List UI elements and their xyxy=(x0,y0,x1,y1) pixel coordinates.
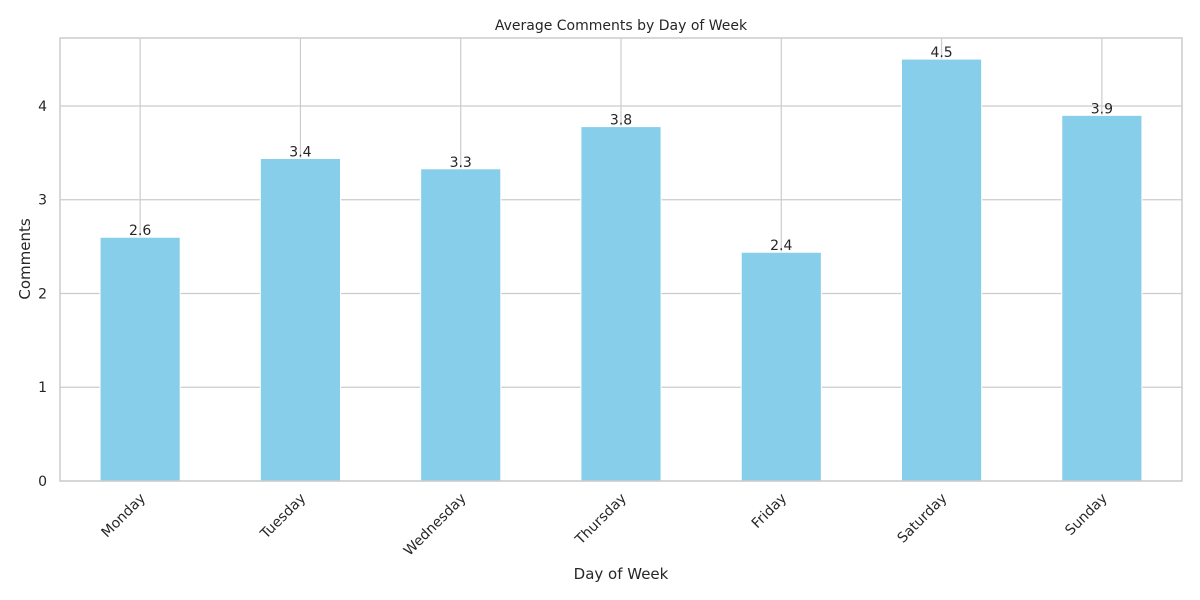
x-tick-label: Thursday xyxy=(572,491,630,549)
x-tick-label: Friday xyxy=(749,491,790,532)
bar-saturday xyxy=(901,58,983,482)
y-axis-label: Comments xyxy=(16,218,34,299)
bar-friday xyxy=(740,251,822,482)
bar-wednesday xyxy=(420,168,502,482)
y-tick-label: 1 xyxy=(38,380,47,396)
data-labels: 2.6 3.4 3.3 3.8 2.4 4.5 3.9 xyxy=(129,45,1113,254)
x-axis-label: Day of Week xyxy=(574,565,669,583)
y-tick-labels: 0 1 2 3 4 xyxy=(38,99,47,490)
x-tick-label: Saturday xyxy=(894,491,950,547)
data-label: 3.4 xyxy=(289,144,311,160)
bar-monday xyxy=(99,236,181,482)
x-tick-labels: Monday Tuesday Wednesday Thursday Friday Satu… xyxy=(99,491,1111,560)
bar-tuesday xyxy=(259,157,342,482)
y-tick-label: 2 xyxy=(38,286,47,302)
data-label: 3.8 xyxy=(610,113,632,129)
y-tick-label: 0 xyxy=(38,474,47,490)
x-tick-label: Monday xyxy=(99,491,149,541)
chart-title: Average Comments by Day of Week xyxy=(495,18,748,34)
x-tick-label: Wednesday xyxy=(401,491,470,560)
bar-sunday xyxy=(1061,114,1143,482)
data-label: 3.9 xyxy=(1091,101,1113,117)
y-tick-label: 4 xyxy=(38,99,47,115)
data-label: 4.5 xyxy=(930,45,952,61)
plot-frame xyxy=(59,37,1183,482)
data-label: 3.3 xyxy=(450,155,472,171)
y-tick-label: 3 xyxy=(38,193,47,209)
bar-thursday xyxy=(580,126,662,482)
x-tick-label: Sunday xyxy=(1062,491,1110,539)
data-label: 2.4 xyxy=(770,238,792,254)
bars xyxy=(99,58,1143,482)
data-label: 2.6 xyxy=(129,223,151,239)
x-tick-label: Tuesday xyxy=(257,491,309,543)
plot-border xyxy=(59,37,1183,482)
